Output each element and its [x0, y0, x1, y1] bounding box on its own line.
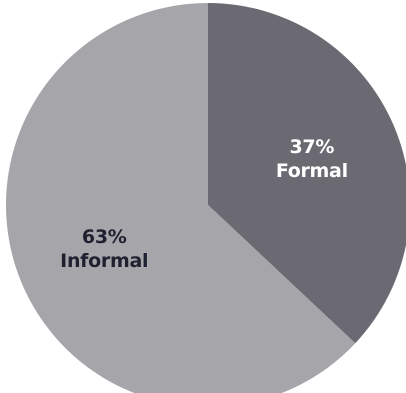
pie-label-percent: 37% — [290, 136, 335, 158]
pie-slice-formal — [208, 3, 406, 344]
pie-slice-informal — [5, 3, 356, 393]
pie-label-category: Formal — [276, 160, 348, 182]
pie-label-category: Informal — [60, 250, 148, 272]
pie-labels: 37% Formal 63% Informal — [60, 136, 348, 272]
pie-label-informal: 63% Informal — [60, 226, 148, 272]
pie-slices — [5, 3, 406, 393]
pie-label-formal: 37% Formal — [276, 136, 348, 182]
pie-label-percent: 63% — [82, 226, 127, 248]
